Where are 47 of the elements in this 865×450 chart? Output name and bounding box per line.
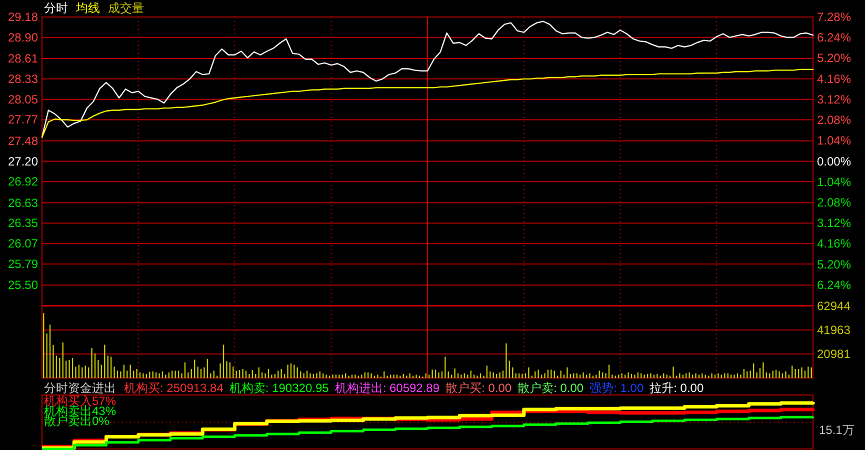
y-tick-label: 27.77 <box>8 112 38 127</box>
y2-tick-label: 20981 <box>817 347 851 361</box>
chart-title: 分时资金进出 <box>44 381 116 395</box>
text: 散户卖: 0.00 <box>518 381 584 395</box>
y-tick-label: 26.35 <box>8 216 38 230</box>
y-tick-label: 26.63 <box>8 196 38 210</box>
y2-tick-label: 6.24% <box>817 30 852 45</box>
y2-tick-label: 7.28% <box>817 10 852 24</box>
y-tick-label: 28.33 <box>8 72 38 86</box>
line-series <box>41 68 814 138</box>
y-tick-label: 27.20 <box>8 154 38 168</box>
text: 成交量 <box>108 1 144 15</box>
text: 强势: 1.00 <box>590 381 644 395</box>
y-tick-label: 28.05 <box>8 92 38 106</box>
y2-tick-label: 1.04% <box>817 134 852 148</box>
y2-tick-label: 62944 <box>817 299 851 313</box>
text: 机构进出: 60592.89 <box>334 381 440 395</box>
y-tick-label: 25.79 <box>8 256 38 271</box>
y2-tick-label: 3.12% <box>817 92 852 106</box>
text: 拉升: 0.00 <box>650 381 704 395</box>
y-tick-label: 28.90 <box>8 30 38 44</box>
text: 均线 <box>75 1 100 15</box>
y2-tick-label: 6.24% <box>817 278 852 292</box>
ref-line-label: 15.1万 <box>819 423 854 438</box>
y2-tick-label: 5.20% <box>817 257 852 272</box>
text: 机构卖: 190320.95 <box>229 381 330 395</box>
text: 散户买: 0.00 <box>446 381 512 395</box>
y2-tick-label: 0.00% <box>817 154 852 168</box>
y2-tick-label: 1.04% <box>817 174 852 189</box>
y2-tick-label: 2.08% <box>817 113 852 128</box>
y2-tick-label: 4.16% <box>817 236 852 251</box>
y2-tick-label: 4.16% <box>817 72 852 86</box>
y-tick-label: 27.48 <box>8 134 38 148</box>
y2-tick-label: 5.20% <box>817 51 852 66</box>
line-series <box>41 20 814 138</box>
annotation: 机构买入57% <box>44 394 116 408</box>
y-tick-label: 25.50 <box>8 278 38 292</box>
y-tick-label: 28.61 <box>8 52 38 66</box>
y2-tick-label: 3.12% <box>817 216 852 230</box>
y2-tick-label: 2.08% <box>817 195 852 210</box>
y-tick-label: 26.92 <box>8 174 38 189</box>
y-tick-label: 29.18 <box>8 10 38 24</box>
text: 分时 <box>44 1 68 15</box>
text: 机构买: 250913.84 <box>124 381 224 395</box>
y-tick-label: 26.07 <box>8 236 38 251</box>
annotation: 散户卖出0% <box>44 414 110 428</box>
y2-tick-label: 41963 <box>817 323 851 337</box>
